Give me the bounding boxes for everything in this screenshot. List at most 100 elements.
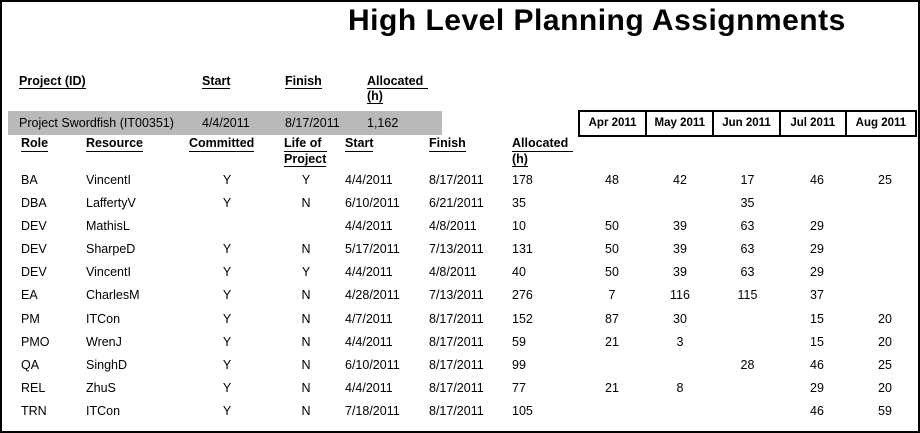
cell-resource: VincentI bbox=[86, 265, 131, 280]
cell-start: 4/28/2011 bbox=[345, 288, 400, 303]
cell-allocated-hours: 35 bbox=[512, 196, 526, 211]
cell-start: 4/4/2011 bbox=[345, 265, 393, 280]
cell-finish: 8/17/2011 bbox=[429, 173, 484, 187]
cell-month-jun: 63 bbox=[740, 265, 755, 280]
project-allocated-hours: 1,162 bbox=[367, 116, 399, 130]
cell-month-apr: 48 bbox=[605, 173, 619, 187]
cell-month-jun: 17 bbox=[740, 173, 755, 187]
cell-month-jun: 115 bbox=[737, 288, 758, 303]
cell-life-of-project: N bbox=[301, 357, 311, 372]
cell-role: REL bbox=[21, 380, 46, 395]
cell-month-may: 39 bbox=[673, 265, 687, 280]
cell-allocated-hours: 178 bbox=[512, 173, 533, 187]
cell-month-apr: 7 bbox=[608, 288, 616, 303]
cell-month-jul: 46 bbox=[810, 357, 824, 372]
cell-resource: SinghD bbox=[86, 357, 127, 372]
table-row: DEV SharpeD Y N 5/17/2011 7/13/2011 131 … bbox=[2, 238, 918, 261]
summary-header-start-label: Start bbox=[202, 74, 231, 89]
table-row: TRN ITCon Y N 7/18/2011 8/17/2011 105 46… bbox=[2, 400, 918, 423]
cell-start: 6/10/2011 bbox=[345, 196, 400, 211]
cell-month-apr: 21 bbox=[605, 334, 619, 349]
cell-role: DBA bbox=[21, 196, 47, 211]
table-row: DEV VincentI Y Y 4/4/2011 4/8/2011 40 50… bbox=[2, 261, 918, 284]
cell-allocated-hours: 152 bbox=[512, 311, 533, 326]
cell-allocated-hours: 131 bbox=[512, 242, 533, 257]
summary-header-start: Start bbox=[202, 74, 231, 89]
cell-role: QA bbox=[21, 357, 40, 372]
cell-life-of-project: N bbox=[301, 242, 311, 257]
cell-resource: MathisL bbox=[86, 219, 130, 234]
month-header-cell: Aug 2011 bbox=[844, 112, 915, 135]
cell-committed: Y bbox=[222, 265, 232, 280]
project-finish-date: 8/17/2011 bbox=[285, 116, 340, 130]
cell-committed: Y bbox=[222, 288, 232, 303]
cell-allocated-hours: 105 bbox=[512, 403, 533, 418]
cell-month-may: 39 bbox=[673, 242, 687, 257]
cell-role: DEV bbox=[21, 242, 47, 257]
cell-finish: 7/13/2011 bbox=[429, 288, 484, 303]
summary-header-allocated-label-line2: (h) bbox=[367, 89, 383, 104]
table-row: PM ITCon Y N 4/7/2011 8/17/2011 152 87 3… bbox=[2, 308, 918, 331]
cell-month-jul: 46 bbox=[810, 403, 824, 418]
cell-month-aug: 25 bbox=[878, 173, 892, 187]
detail-header-life-of-project: Life of Project bbox=[284, 136, 327, 167]
cell-committed: Y bbox=[222, 357, 232, 372]
month-header-cell: Jun 2011 bbox=[712, 112, 778, 135]
cell-start: 4/4/2011 bbox=[345, 219, 393, 234]
cell-finish: 8/17/2011 bbox=[429, 311, 484, 326]
cell-month-aug: 20 bbox=[878, 311, 892, 326]
cell-resource: CharlesM bbox=[86, 288, 140, 303]
table-row: PMO WrenJ Y N 4/4/2011 8/17/2011 59 21 3… bbox=[2, 331, 918, 354]
cell-life-of-project: N bbox=[301, 380, 311, 395]
cell-month-may: 39 bbox=[673, 219, 687, 234]
detail-rows: BA VincentI Y Y 4/4/2011 8/17/2011 178 4… bbox=[2, 169, 918, 423]
cell-committed: Y bbox=[222, 311, 232, 326]
cell-month-jul: 37 bbox=[810, 288, 824, 303]
cell-committed: Y bbox=[222, 403, 232, 418]
cell-month-may: 3 bbox=[676, 334, 684, 349]
cell-role: TRN bbox=[21, 403, 47, 418]
cell-month-jul: 29 bbox=[810, 265, 824, 280]
cell-finish: 8/17/2011 bbox=[429, 334, 484, 349]
cell-committed: Y bbox=[222, 196, 232, 211]
cell-month-apr: 21 bbox=[605, 380, 619, 395]
cell-finish: 7/13/2011 bbox=[429, 242, 484, 257]
detail-header-role: Role bbox=[21, 136, 49, 152]
summary-header-project: Project (ID) bbox=[19, 74, 86, 89]
page-title: High Level Planning Assignments bbox=[348, 4, 846, 37]
cell-resource: ZhuS bbox=[86, 380, 116, 395]
summary-header-allocated: Allocated (h) bbox=[367, 74, 429, 104]
cell-role: EA bbox=[21, 288, 38, 303]
cell-resource: WrenJ bbox=[86, 334, 122, 349]
cell-month-jul: 29 bbox=[810, 219, 824, 234]
cell-allocated-hours: 276 bbox=[512, 288, 533, 303]
cell-month-apr: 50 bbox=[605, 265, 619, 280]
summary-header-finish-label: Finish bbox=[285, 74, 322, 89]
cell-role: PMO bbox=[21, 334, 50, 349]
cell-month-jun: 28 bbox=[740, 357, 755, 372]
table-row: DBA LaffertyV Y N 6/10/2011 6/21/2011 35… bbox=[2, 192, 918, 215]
detail-header-start: Start bbox=[345, 136, 374, 152]
summary-header-project-label: Project (ID) bbox=[19, 74, 86, 89]
project-summary-row: Project Swordfish (IT00351) 4/4/2011 8/1… bbox=[8, 111, 442, 135]
detail-header-resource: Resource bbox=[86, 136, 143, 152]
cell-month-apr: 87 bbox=[605, 311, 619, 326]
cell-committed: Y bbox=[222, 242, 232, 257]
cell-month-jun: 35 bbox=[740, 196, 755, 211]
cell-month-aug: 25 bbox=[878, 357, 892, 372]
cell-month-jun: 63 bbox=[740, 242, 755, 257]
cell-start: 4/4/2011 bbox=[345, 173, 393, 187]
cell-allocated-hours: 59 bbox=[512, 334, 526, 349]
cell-resource: VincentI bbox=[86, 173, 131, 187]
cell-month-aug: 59 bbox=[878, 403, 892, 418]
cell-month-jul: 29 bbox=[810, 380, 824, 395]
cell-life-of-project: N bbox=[301, 288, 311, 303]
cell-resource: ITCon bbox=[86, 311, 121, 326]
project-name: Project Swordfish (IT00351) bbox=[19, 116, 174, 130]
table-row: QA SinghD Y N 6/10/2011 8/17/2011 99 28 … bbox=[2, 354, 918, 377]
cell-finish: 8/17/2011 bbox=[429, 357, 484, 372]
project-start-date: 4/4/2011 bbox=[202, 116, 250, 130]
cell-month-may: 30 bbox=[673, 311, 687, 326]
table-row: EA CharlesM Y N 4/28/2011 7/13/2011 276 … bbox=[2, 284, 918, 307]
cell-start: 4/4/2011 bbox=[345, 334, 393, 349]
